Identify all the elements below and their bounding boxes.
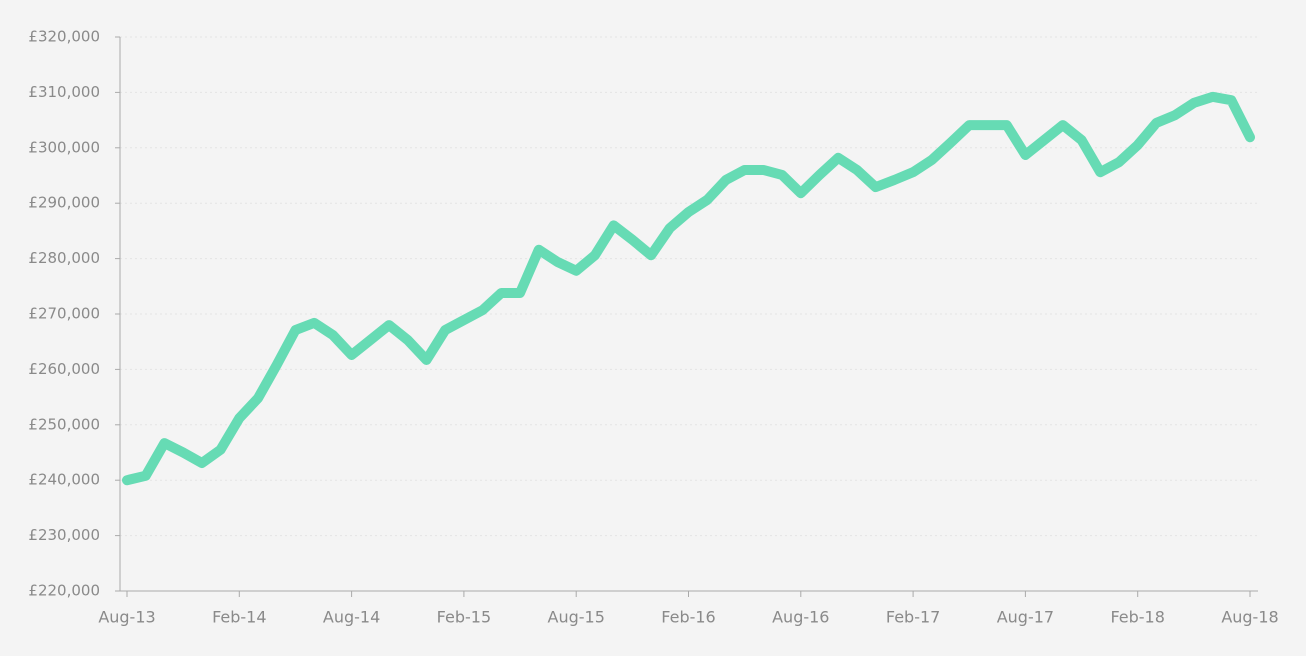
y-tick-label: £240,000 bbox=[28, 471, 100, 489]
y-tick-label: £300,000 bbox=[28, 138, 100, 156]
x-tick-label: Feb-18 bbox=[1110, 608, 1164, 627]
y-tick-label: £230,000 bbox=[28, 526, 100, 544]
x-tick-label: Aug-14 bbox=[323, 608, 380, 627]
x-tick-label: Aug-15 bbox=[548, 608, 605, 627]
y-tick-label: £290,000 bbox=[28, 194, 100, 212]
x-tick-label: Feb-16 bbox=[661, 608, 715, 627]
y-tick-label: £220,000 bbox=[28, 582, 100, 600]
x-tick-label: Aug-16 bbox=[772, 608, 829, 627]
y-tick-label: £270,000 bbox=[28, 305, 100, 323]
x-tick-label: Aug-13 bbox=[98, 608, 155, 627]
x-tick-label: Feb-14 bbox=[212, 608, 266, 627]
y-tick-label: £260,000 bbox=[28, 360, 100, 378]
line-series bbox=[122, 91, 1255, 486]
y-tick-label: £280,000 bbox=[28, 249, 100, 267]
x-tick-label: Aug-17 bbox=[997, 608, 1054, 627]
y-tick-label: £320,000 bbox=[28, 28, 100, 46]
x-tick-label: Aug-18 bbox=[1221, 608, 1278, 627]
y-tick-label: £250,000 bbox=[28, 415, 100, 433]
y-tick-label: £310,000 bbox=[28, 83, 100, 101]
x-tick-label: Feb-17 bbox=[886, 608, 940, 627]
x-tick-label: Feb-15 bbox=[437, 608, 491, 627]
